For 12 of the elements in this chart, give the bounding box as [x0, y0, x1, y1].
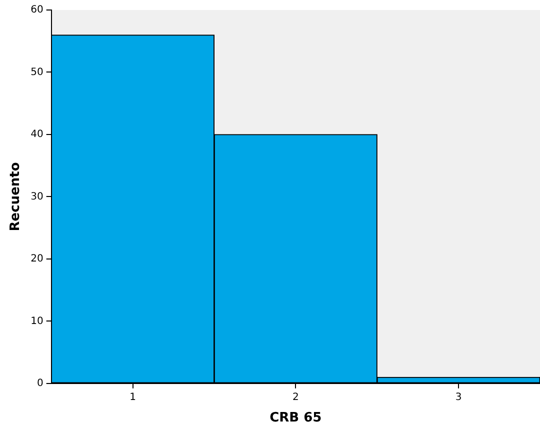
x-tick-label: 1	[130, 392, 136, 403]
y-tick-label: 40	[30, 129, 44, 140]
y-tick-label: 30	[30, 191, 44, 202]
x-axis-title: CRB 65	[270, 410, 322, 426]
x-tick-label: 3	[455, 392, 462, 403]
x-tick-label: 2	[292, 392, 299, 403]
y-tick-label: 10	[30, 316, 44, 327]
y-tick-label: 50	[30, 66, 44, 78]
y-axis-title: Recuento	[8, 162, 24, 232]
y-tick-label: 0	[36, 378, 44, 389]
y-tick-label: 60	[30, 4, 44, 16]
y-tick-label: 20	[30, 254, 44, 265]
